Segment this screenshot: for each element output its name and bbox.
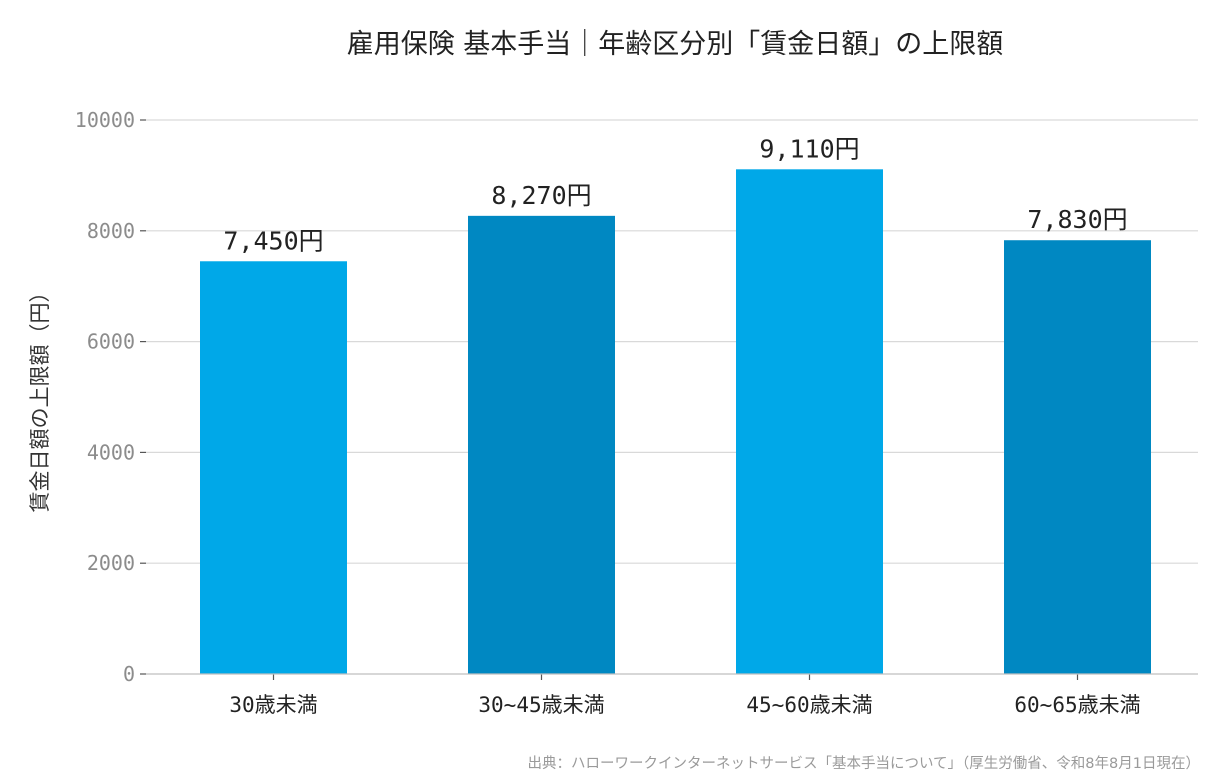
y-tick-label: 2000 <box>87 551 135 575</box>
bar <box>1004 240 1151 674</box>
y-tick-label: 6000 <box>87 330 135 354</box>
x-tick-label: 30歳未満 <box>229 693 317 717</box>
data-labels: 7,450円 8,270円 9,110円 7,830円 <box>223 134 1127 255</box>
bar <box>468 215 615 675</box>
data-label: 7,450円 <box>223 226 323 255</box>
y-tick-label: 4000 <box>87 440 135 464</box>
y-tick-label: 10000 <box>75 108 135 132</box>
x-tick-label: 30~45歳未満 <box>478 693 604 717</box>
bar <box>736 169 883 674</box>
source-note: 出典：ハローワークインターネットサービス「基本手当について」（厚生労働省、令和8… <box>528 755 1201 772</box>
x-tick-label: 60~65歳未満 <box>1014 693 1140 717</box>
bar <box>200 261 347 674</box>
y-axis-label: 賃金日額の上限額（円） <box>28 282 52 513</box>
y-axis-ticks: 0 2000 4000 6000 8000 10000 <box>75 108 146 686</box>
x-tick-label: 45~60歳未満 <box>746 693 872 717</box>
data-label: 8,270円 <box>491 181 591 210</box>
y-tick-label: 8000 <box>87 219 135 243</box>
chart-title: 雇用保険 基本手当｜年齢区分別「賃金日額」の上限額 <box>347 29 1004 60</box>
data-label: 7,830円 <box>1027 205 1127 234</box>
y-tick-label: 0 <box>123 662 135 686</box>
x-axis-ticks: 30歳未満 30~45歳未満 45~60歳未満 60~65歳未満 <box>229 674 1141 717</box>
bars <box>200 169 1151 675</box>
data-label: 9,110円 <box>759 134 859 163</box>
